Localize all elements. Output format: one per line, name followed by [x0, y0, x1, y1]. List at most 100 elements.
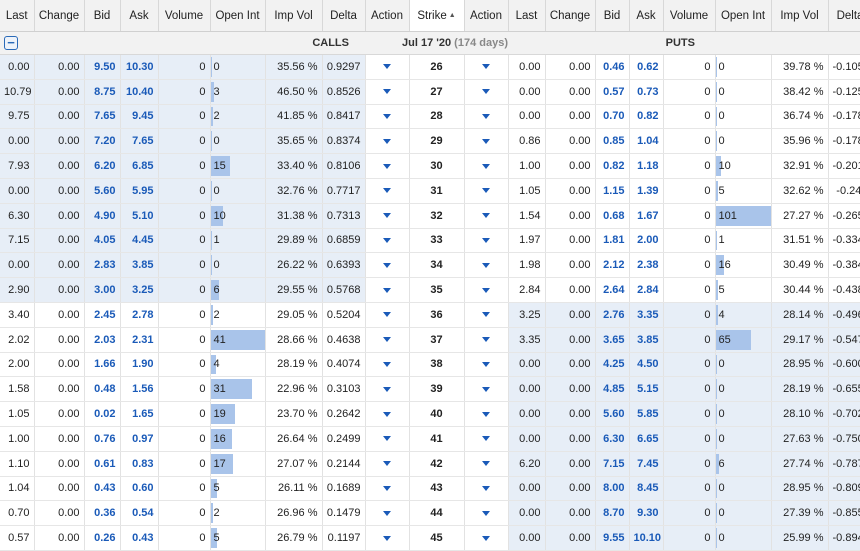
put-bid[interactable]: 4.25 — [595, 352, 630, 378]
put-bid[interactable]: 6.30 — [595, 426, 630, 452]
put-ask[interactable]: 5.15 — [629, 376, 664, 403]
put-ask[interactable]: 0.82 — [629, 104, 664, 130]
call-action-dropdown[interactable] — [365, 104, 410, 130]
call-bid[interactable]: 5.60 — [84, 178, 121, 204]
put-bid[interactable]: 0.85 — [595, 128, 630, 155]
put-action-dropdown[interactable] — [464, 327, 509, 353]
dropdown-arrow-icon[interactable] — [383, 213, 391, 219]
put-ask[interactable]: 3.85 — [629, 327, 664, 353]
col-header-call-open-int[interactable]: Open Int — [210, 0, 266, 32]
call-action-dropdown[interactable] — [365, 128, 410, 155]
dropdown-arrow-icon[interactable] — [482, 64, 490, 70]
col-header-call-bid[interactable]: Bid — [84, 0, 121, 32]
put-ask[interactable]: 1.18 — [629, 153, 664, 179]
put-action-dropdown[interactable] — [464, 500, 509, 527]
put-bid[interactable]: 0.70 — [595, 104, 630, 130]
call-bid[interactable]: 0.48 — [84, 376, 121, 403]
call-bid[interactable]: 0.76 — [84, 426, 121, 452]
put-ask[interactable]: 1.04 — [629, 128, 664, 155]
call-ask[interactable]: 9.45 — [120, 104, 159, 130]
put-bid[interactable]: 3.65 — [595, 327, 630, 353]
dropdown-arrow-icon[interactable] — [383, 163, 391, 169]
col-header-put-imp-vol[interactable]: Imp Vol — [771, 0, 829, 32]
dropdown-arrow-icon[interactable] — [482, 213, 490, 219]
dropdown-arrow-icon[interactable] — [482, 411, 490, 417]
dropdown-arrow-icon[interactable] — [482, 510, 490, 516]
dropdown-arrow-icon[interactable] — [383, 386, 391, 392]
put-action-dropdown[interactable] — [464, 451, 509, 477]
put-action-dropdown[interactable] — [464, 128, 509, 155]
put-action-dropdown[interactable] — [464, 352, 509, 378]
dropdown-arrow-icon[interactable] — [383, 362, 391, 368]
dropdown-arrow-icon[interactable] — [482, 114, 490, 120]
call-ask[interactable]: 1.90 — [120, 352, 159, 378]
call-ask[interactable]: 1.65 — [120, 401, 159, 427]
call-ask[interactable]: 4.45 — [120, 228, 159, 254]
call-action-dropdown[interactable] — [365, 500, 410, 527]
call-bid[interactable]: 3.00 — [84, 277, 121, 303]
call-bid[interactable]: 0.61 — [84, 451, 121, 477]
dropdown-arrow-icon[interactable] — [383, 337, 391, 343]
call-ask[interactable]: 3.25 — [120, 277, 159, 303]
dropdown-arrow-icon[interactable] — [482, 362, 490, 368]
call-action-dropdown[interactable] — [365, 525, 410, 551]
put-bid[interactable]: 5.60 — [595, 401, 630, 427]
call-action-dropdown[interactable] — [365, 302, 410, 328]
call-bid[interactable]: 4.90 — [84, 203, 121, 229]
put-action-dropdown[interactable] — [464, 302, 509, 328]
put-bid[interactable]: 1.81 — [595, 228, 630, 254]
dropdown-arrow-icon[interactable] — [482, 89, 490, 95]
call-ask[interactable]: 1.56 — [120, 376, 159, 403]
dropdown-arrow-icon[interactable] — [482, 287, 490, 293]
put-bid[interactable]: 8.00 — [595, 476, 630, 502]
call-bid[interactable]: 0.43 — [84, 476, 121, 502]
dropdown-arrow-icon[interactable] — [383, 461, 391, 467]
put-action-dropdown[interactable] — [464, 252, 509, 279]
col-header-call-volume[interactable]: Volume — [158, 0, 211, 32]
put-action-dropdown[interactable] — [464, 79, 509, 105]
put-bid[interactable]: 0.82 — [595, 153, 630, 179]
dropdown-arrow-icon[interactable] — [482, 188, 490, 194]
put-action-dropdown[interactable] — [464, 104, 509, 130]
dropdown-arrow-icon[interactable] — [482, 535, 490, 541]
put-action-dropdown[interactable] — [464, 476, 509, 502]
col-header-put-change[interactable]: Change — [545, 0, 596, 32]
dropdown-arrow-icon[interactable] — [482, 461, 490, 467]
call-ask[interactable]: 0.83 — [120, 451, 159, 477]
call-action-dropdown[interactable] — [365, 252, 410, 279]
dropdown-arrow-icon[interactable] — [482, 262, 490, 268]
dropdown-arrow-icon[interactable] — [383, 287, 391, 293]
put-bid[interactable]: 0.57 — [595, 79, 630, 105]
call-action-dropdown[interactable] — [365, 277, 410, 303]
call-action-dropdown[interactable] — [365, 54, 410, 80]
call-action-dropdown[interactable] — [365, 228, 410, 254]
call-ask[interactable]: 2.31 — [120, 327, 159, 353]
put-bid[interactable]: 0.68 — [595, 203, 630, 229]
put-ask[interactable]: 3.35 — [629, 302, 664, 328]
expiry-header[interactable]: Jul 17 '20 (174 days) — [365, 31, 545, 55]
dropdown-arrow-icon[interactable] — [383, 114, 391, 120]
put-ask[interactable]: 2.00 — [629, 228, 664, 254]
dropdown-arrow-icon[interactable] — [383, 510, 391, 516]
put-ask[interactable]: 2.84 — [629, 277, 664, 303]
call-action-dropdown[interactable] — [365, 476, 410, 502]
dropdown-arrow-icon[interactable] — [383, 262, 391, 268]
call-ask[interactable]: 5.95 — [120, 178, 159, 204]
call-ask[interactable]: 0.60 — [120, 476, 159, 502]
col-header-call-delta[interactable]: Delta — [322, 0, 366, 32]
call-ask[interactable]: 0.97 — [120, 426, 159, 452]
dropdown-arrow-icon[interactable] — [482, 436, 490, 442]
call-action-dropdown[interactable] — [365, 178, 410, 204]
call-ask[interactable]: 3.85 — [120, 252, 159, 279]
minus-square-icon[interactable]: − — [4, 36, 18, 50]
put-bid[interactable]: 2.64 — [595, 277, 630, 303]
call-action-dropdown[interactable] — [365, 79, 410, 105]
dropdown-arrow-icon[interactable] — [482, 312, 490, 318]
dropdown-arrow-icon[interactable] — [482, 386, 490, 392]
dropdown-arrow-icon[interactable] — [482, 138, 490, 144]
put-action-dropdown[interactable] — [464, 54, 509, 80]
call-action-dropdown[interactable] — [365, 426, 410, 452]
call-bid[interactable]: 7.65 — [84, 104, 121, 130]
dropdown-arrow-icon[interactable] — [383, 238, 391, 244]
col-header-strike[interactable]: Strike ▲ — [409, 0, 465, 32]
